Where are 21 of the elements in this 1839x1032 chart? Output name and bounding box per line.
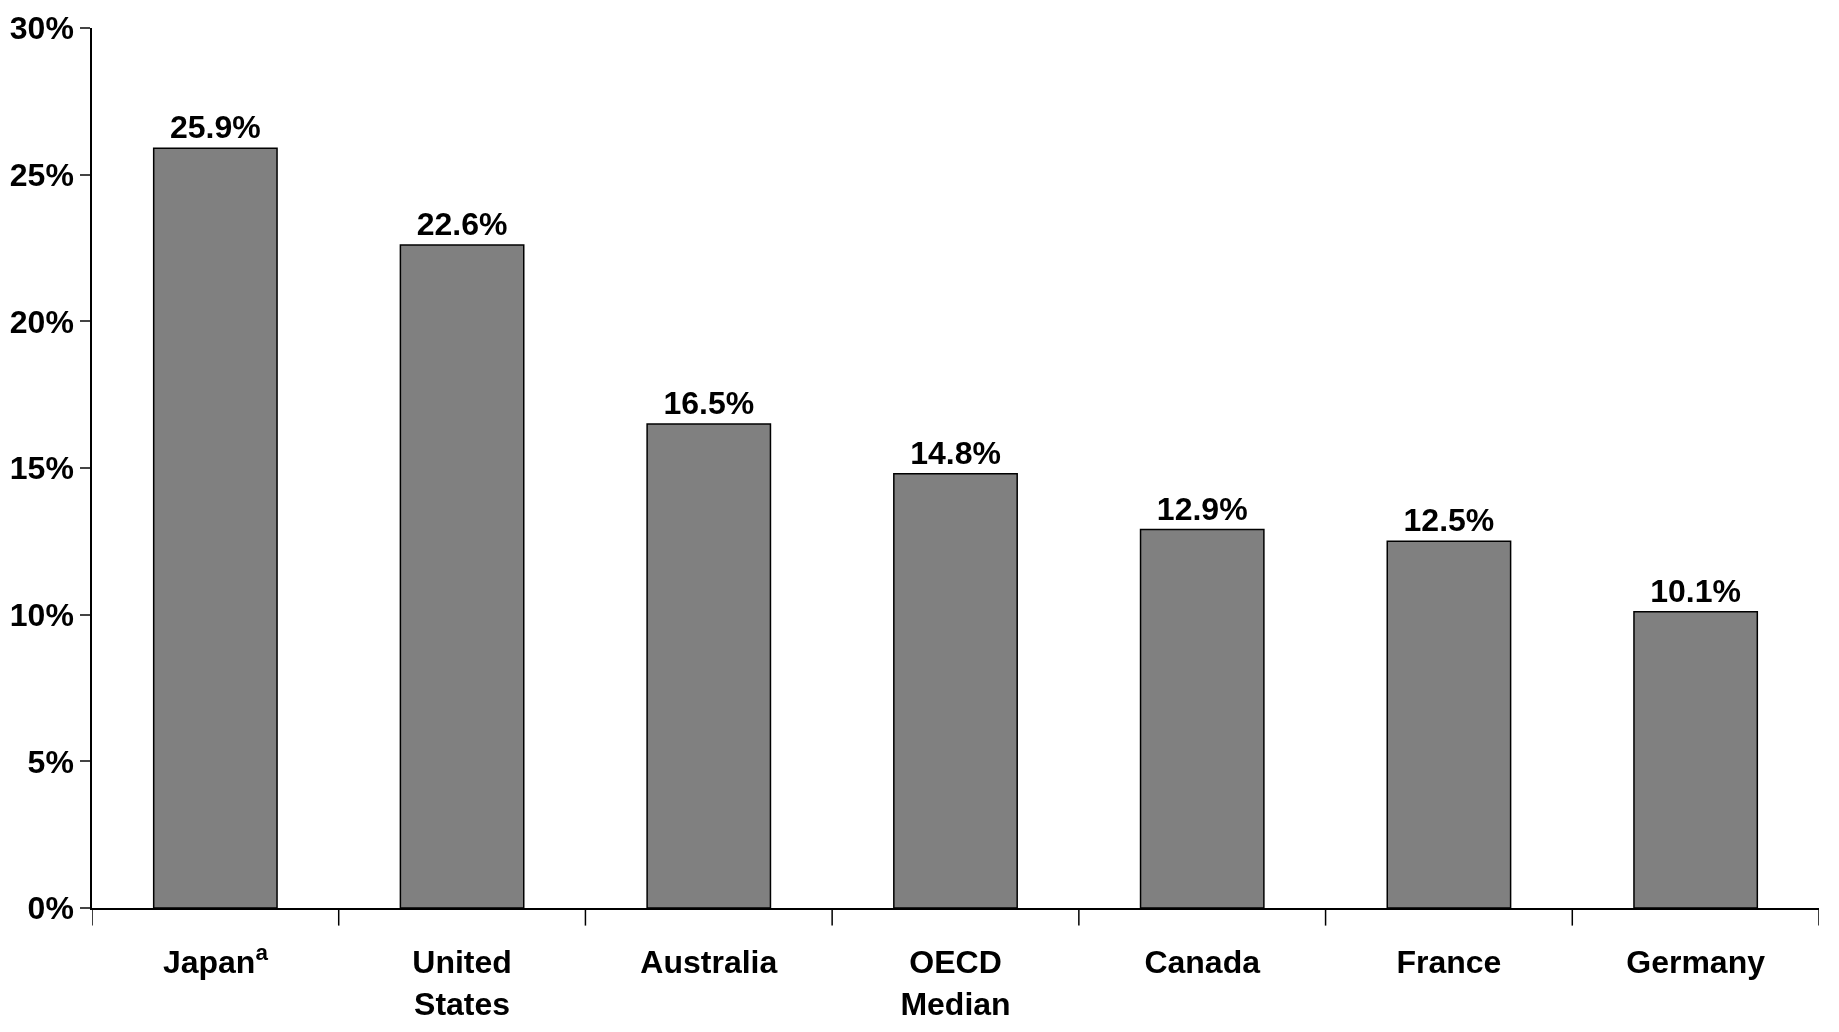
x-tick-label: France xyxy=(1396,944,1502,981)
y-tick-label: 20% xyxy=(9,303,74,340)
data-label: 12.5% xyxy=(1403,502,1495,539)
x-tick-label: United States xyxy=(412,944,512,1022)
x-tick-label: Australia xyxy=(640,944,778,981)
data-label: 10.1% xyxy=(1650,572,1742,609)
x-tick-label: Canada xyxy=(1144,944,1261,981)
y-tick-label: 30% xyxy=(9,10,74,47)
y-tick-label: 0% xyxy=(27,890,74,927)
y-tick-label: 10% xyxy=(9,596,74,633)
data-label: 22.6% xyxy=(416,206,508,243)
data-label: 25.9% xyxy=(169,109,261,146)
data-label: 12.9% xyxy=(1156,490,1248,527)
x-tick-label: Japan$^{a}$ xyxy=(162,939,269,981)
x-tick-label: OECD Median xyxy=(900,944,1011,1022)
data-label: 14.8% xyxy=(910,434,1001,471)
y-tick-label: 15% xyxy=(9,450,74,487)
y-tick-label: 5% xyxy=(27,743,74,780)
y-tick-label: 25% xyxy=(9,156,74,193)
data-label: 16.5% xyxy=(663,385,755,421)
x-tick-label: Germany xyxy=(1626,944,1766,981)
